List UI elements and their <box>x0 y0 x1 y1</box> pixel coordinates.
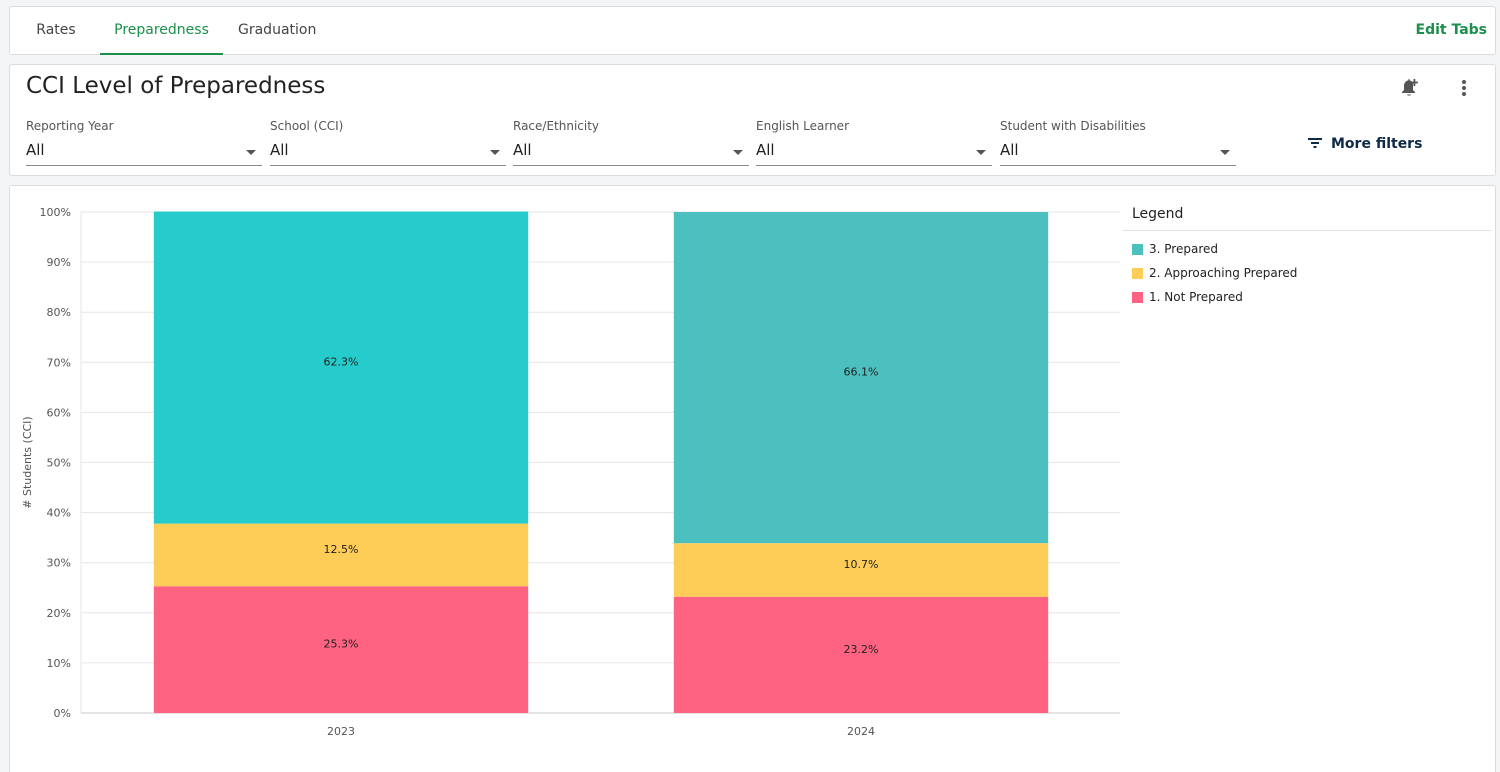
tab-graduation[interactable]: Graduation <box>238 22 317 38</box>
filter-school: School (CCI) All <box>270 119 506 167</box>
data-label: 25.3% <box>324 638 359 651</box>
bar-segment-2-approaching-prepared <box>153 523 529 587</box>
data-label: 62.3% <box>324 356 359 369</box>
x-tick-label: 2023 <box>327 725 355 738</box>
tab-rates[interactable]: Rates <box>36 22 76 38</box>
school-select[interactable]: All <box>270 139 506 166</box>
y-tick-label: 50% <box>47 457 71 470</box>
legend-swatch <box>1132 291 1143 303</box>
legend-item-not-prepared[interactable]: 1. Not Prepared <box>1122 285 1492 309</box>
student-disabilities-select[interactable]: All <box>1000 139 1236 166</box>
y-tick-label: 10% <box>47 657 71 670</box>
legend-swatch <box>1132 267 1143 279</box>
page-title: CCI Level of Preparedness <box>26 73 326 99</box>
tab-bar: Rates Preparedness Graduation Edit Tabs <box>9 6 1496 55</box>
y-tick-label: 80% <box>47 306 71 319</box>
y-tick-label: 90% <box>47 256 71 269</box>
y-axis-title: # Students (CCI) <box>21 416 34 508</box>
bar-segment-3-prepared <box>153 211 529 524</box>
edit-tabs-button[interactable]: Edit Tabs <box>1415 22 1488 38</box>
data-label: 23.2% <box>844 643 879 656</box>
caret-down-icon <box>1220 150 1230 155</box>
legend-swatch <box>1132 243 1143 255</box>
legend-item-prepared[interactable]: 3. Prepared <box>1122 237 1492 261</box>
legend-label: 1. Not Prepared <box>1149 290 1243 304</box>
filter-value: All <box>756 141 775 159</box>
chart-legend: Legend 3. Prepared 2. Approaching Prepar… <box>1122 198 1492 309</box>
filter-label: School (CCI) <box>270 119 344 133</box>
filter-student-disabilities: Student with Disabilities All <box>1000 119 1236 167</box>
more-vertical-icon[interactable] <box>1452 75 1476 101</box>
caret-down-icon <box>246 150 256 155</box>
caret-down-icon <box>976 150 986 155</box>
legend-list: 3. Prepared 2. Approaching Prepared 1. N… <box>1122 231 1492 309</box>
bar-segment-1-not-prepared <box>673 596 1049 713</box>
filter-panel: CCI Level of Preparedness Reporting Year… <box>9 64 1496 176</box>
y-tick-label: 70% <box>47 356 71 369</box>
bar-segment-2-approaching-prepared <box>673 543 1049 597</box>
legend-label: 3. Prepared <box>1149 242 1218 256</box>
y-tick-label: 0% <box>54 707 71 720</box>
caret-down-icon <box>490 150 500 155</box>
filter-value: All <box>1000 141 1019 159</box>
x-tick-label: 2024 <box>847 725 875 738</box>
reporting-year-select[interactable]: All <box>26 139 262 166</box>
add-alert-bell-icon[interactable] <box>1396 75 1422 101</box>
data-label: 10.7% <box>844 558 879 571</box>
bar-segment-3-prepared <box>673 212 1049 544</box>
filter-reporting-year: Reporting Year All <box>26 119 262 167</box>
filter-value: All <box>513 141 532 159</box>
filter-label: Reporting Year <box>26 119 114 133</box>
caret-down-icon <box>733 150 743 155</box>
y-tick-label: 60% <box>47 406 71 419</box>
y-tick-label: 100% <box>40 206 71 219</box>
filter-label: English Learner <box>756 119 849 133</box>
filter-label: Student with Disabilities <box>1000 119 1146 133</box>
filter-value: All <box>26 141 45 159</box>
y-tick-label: 40% <box>47 507 71 520</box>
y-tick-label: 20% <box>47 607 71 620</box>
tab-preparedness[interactable]: Preparedness <box>100 7 223 55</box>
more-filters-button[interactable]: More filters <box>1307 133 1422 155</box>
filter-lines-icon <box>1307 135 1323 154</box>
data-label: 66.1% <box>844 366 879 379</box>
bar-segment-1-not-prepared <box>153 586 529 713</box>
filter-value: All <box>270 141 289 159</box>
y-tick-label: 30% <box>47 557 71 570</box>
more-filters-label: More filters <box>1331 136 1423 152</box>
data-label: 12.5% <box>324 543 359 556</box>
filter-english-learner: English Learner All <box>756 119 992 167</box>
legend-title: Legend <box>1122 198 1492 231</box>
filter-race-ethnicity: Race/Ethnicity All <box>513 119 749 167</box>
race-ethnicity-select[interactable]: All <box>513 139 749 166</box>
legend-label: 2. Approaching Prepared <box>1149 266 1298 280</box>
english-learner-select[interactable]: All <box>756 139 992 166</box>
stacked-bar-chart: 0% 10% 20% 30% 40% 50% 60% 70% 80% 90% 100% # Stude… <box>21 206 1120 738</box>
legend-item-approaching[interactable]: 2. Approaching Prepared <box>1122 261 1492 285</box>
chart-panel: 0% 10% 20% 30% 40% 50% 60% 70% 80% 90% 100% # Stude… <box>9 185 1496 772</box>
filter-label: Race/Ethnicity <box>513 119 600 133</box>
